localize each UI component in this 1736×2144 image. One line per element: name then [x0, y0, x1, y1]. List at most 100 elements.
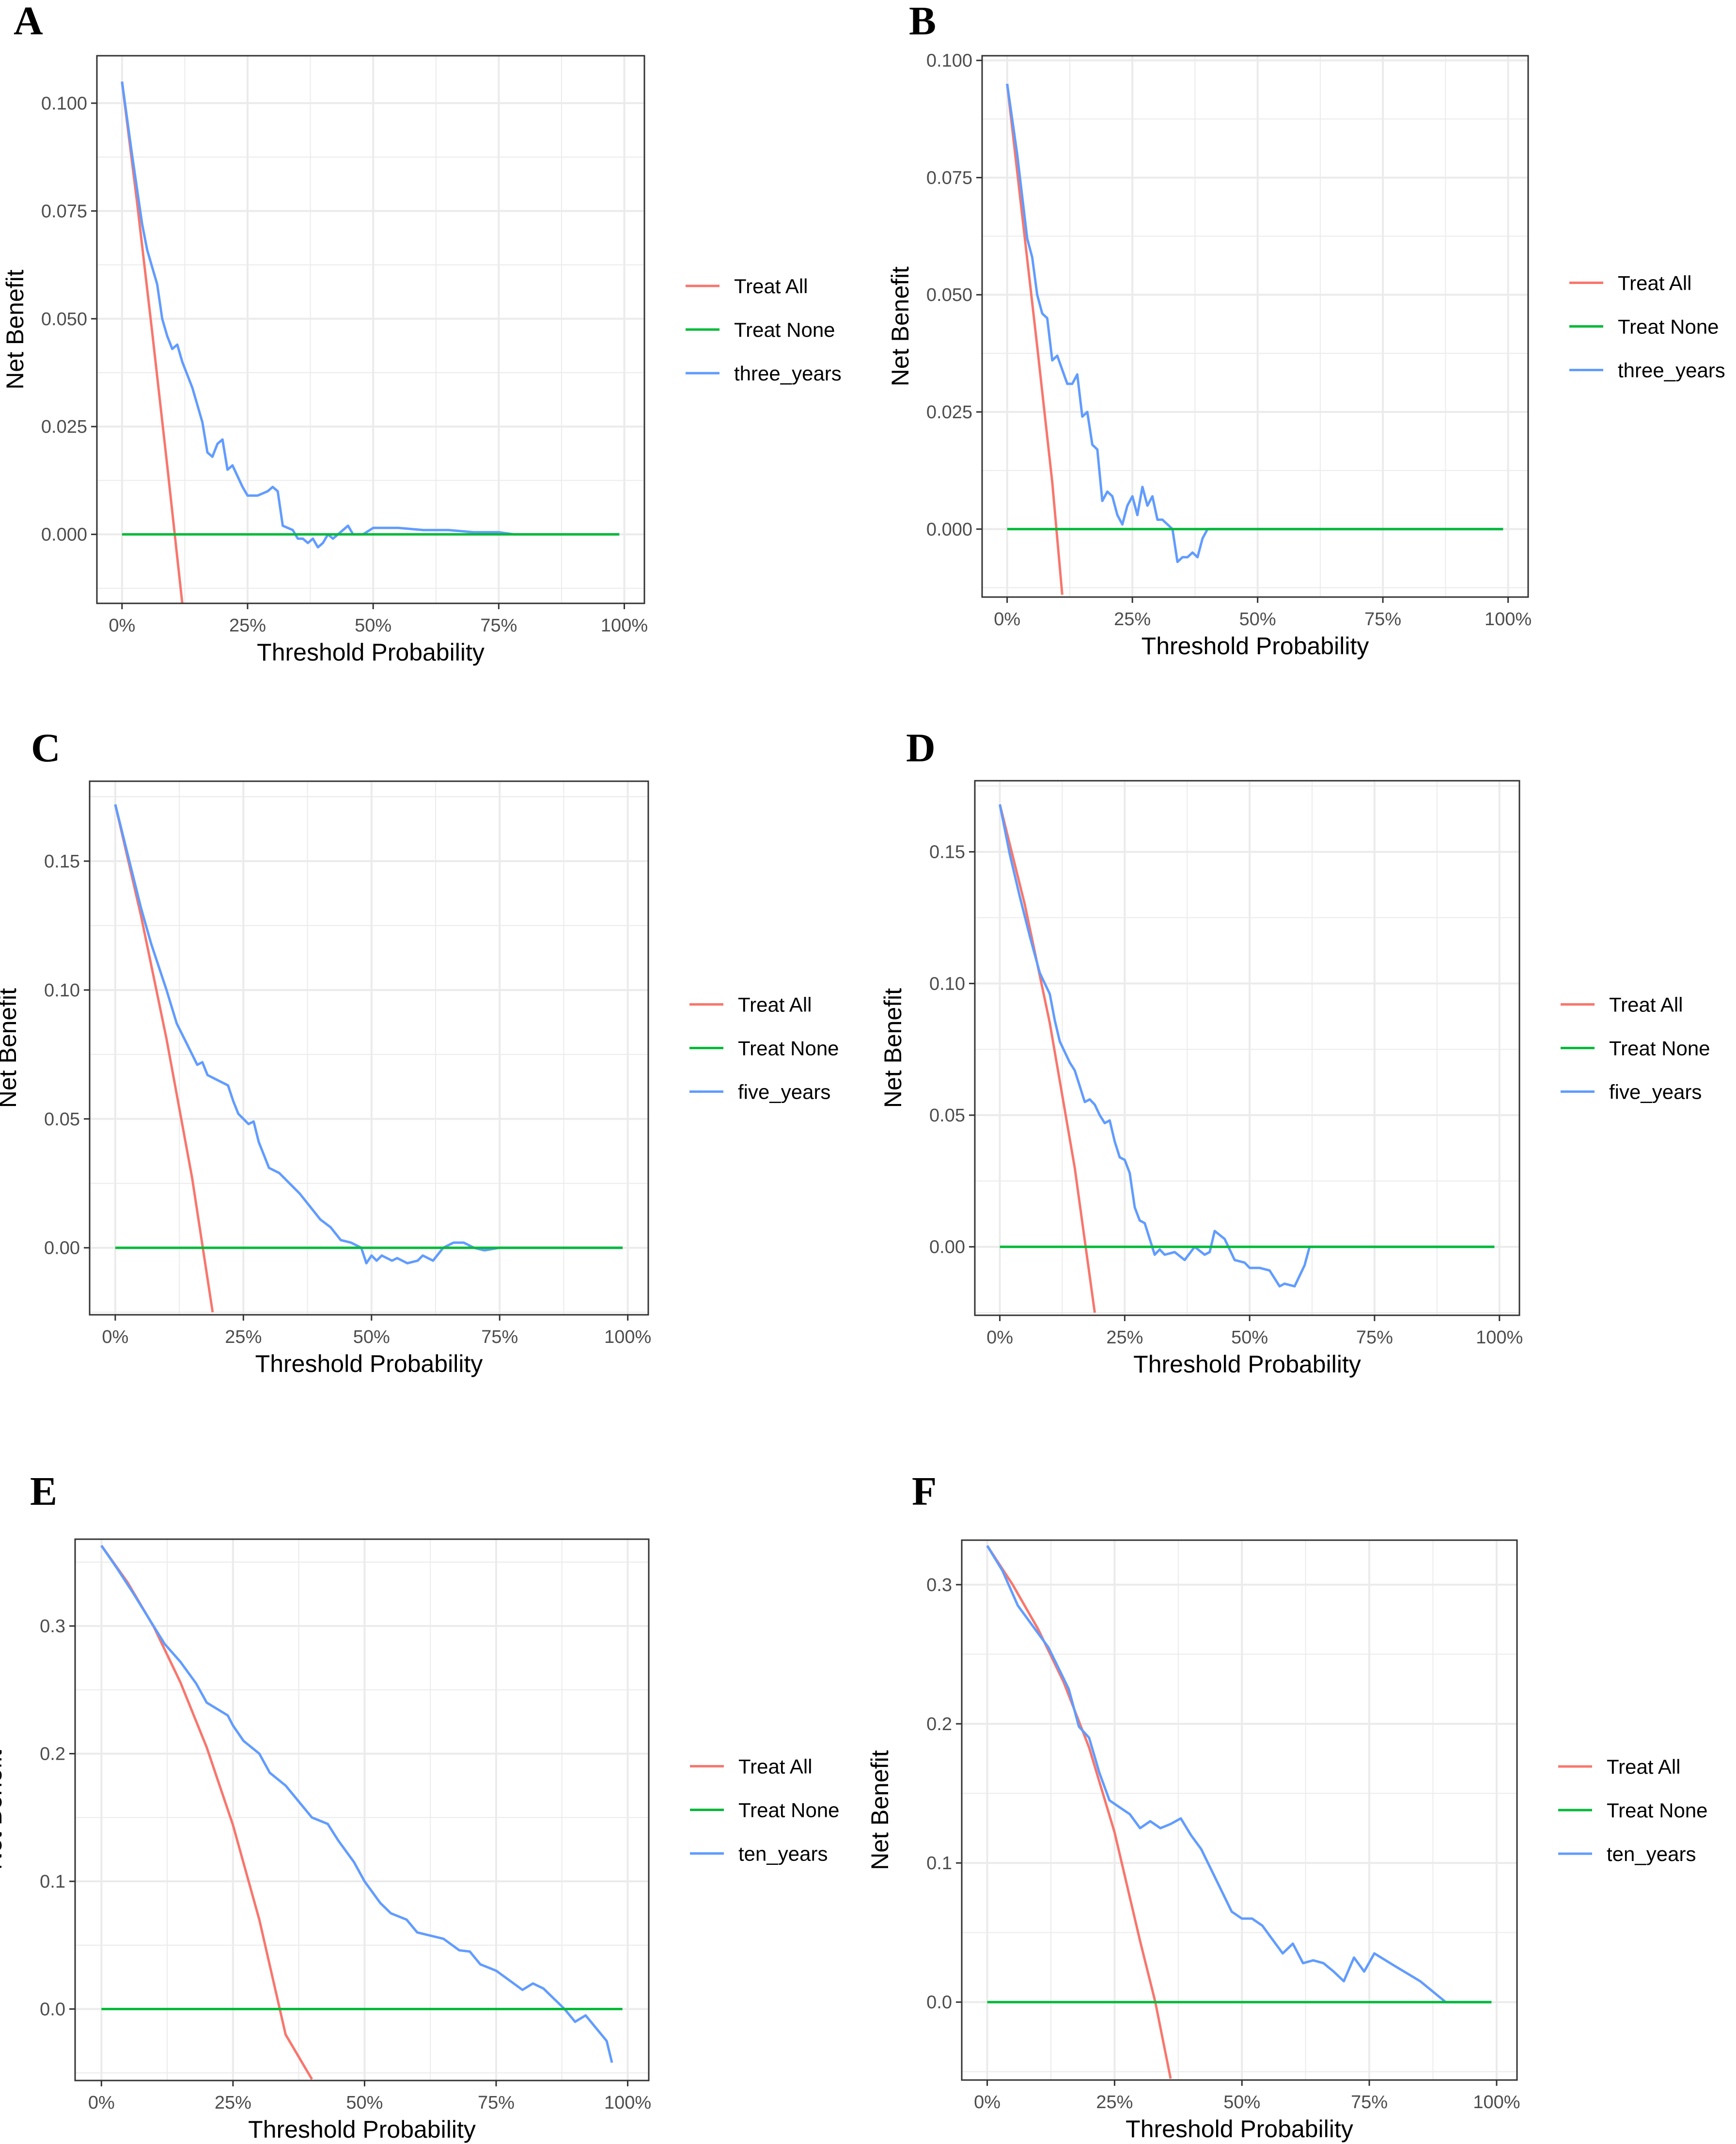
panel-label: E [30, 1469, 58, 1514]
y-tick-label: 0.2 [926, 1714, 952, 1734]
y-tick-label: 0.00 [44, 1238, 80, 1259]
x-tick-label: 50% [355, 615, 391, 636]
series-line-three_years [1006, 83, 1503, 563]
x-tick-label: 25% [1114, 609, 1151, 630]
x-tick-label: 100% [1485, 609, 1532, 630]
legend-label: three_years [1618, 359, 1725, 382]
legend-label: Treat None [1609, 1037, 1710, 1060]
y-tick-label: 0.100 [41, 94, 87, 114]
y-tick-label: 0.05 [929, 1105, 965, 1126]
legend-label: five_years [1609, 1081, 1702, 1104]
plot-border [981, 55, 1529, 598]
y-tick-label: 0.3 [40, 1616, 65, 1637]
y-tick-label: 0.025 [926, 402, 972, 423]
x-tick-label: 25% [1096, 2092, 1133, 2112]
y-axis-title: Net Benefit [1, 269, 29, 389]
series-line-treat-all [986, 1545, 1172, 2079]
panel-label: A [14, 0, 43, 44]
y-tick-label: 0.0 [926, 1992, 952, 2013]
chart-b: 0% 25% 50% 75% 100% 0.000 0.025 0.050 0.075 0.100… [887, 51, 1725, 660]
y-tick-label: 0.10 [929, 974, 965, 994]
x-axis-title: Threshold Probability [257, 639, 485, 666]
y-tick-label: 0.075 [41, 201, 87, 221]
series-line-treat-all [1006, 83, 1063, 595]
x-tick-label: 50% [1223, 2092, 1260, 2112]
x-tick-label: 75% [1364, 609, 1401, 630]
legend-label: Treat All [1607, 1755, 1681, 1778]
x-tick-label: 75% [480, 615, 517, 636]
panel-f: F 0% 25% 50% 75% 100% 0.0 0.1 0.2 0.3 Threshold P… [866, 1429, 1736, 2143]
chart-e: 0% 25% 50% 75% 100% 0.0 0.1 0.2 0.3 Threshold Pro… [0, 1538, 840, 2143]
plot-border [89, 780, 649, 1316]
panel-label: F [912, 1469, 937, 1514]
panel-b: B 0% 25% 50% 75% 100% 0.000 0.025 0.050 0.075 0.1… [868, 0, 1736, 714]
panel-c: C 0% 25% 50% 75% 100% 0.00 0.05 0.10 0.15 Thresho… [0, 714, 868, 1429]
x-tick-label: 100% [1476, 1327, 1523, 1348]
y-tick-label: 0.00 [929, 1237, 965, 1258]
panel-label: C [31, 725, 61, 771]
series-group [986, 1545, 1492, 2079]
chart-f: 0% 25% 50% 75% 100% 0.0 0.1 0.2 0.3 Threshold Pro… [866, 1539, 1708, 2143]
x-tick-label: 50% [1231, 1327, 1268, 1348]
y-tick-label: 0.025 [41, 417, 87, 437]
y-tick-label: 0.0 [40, 1999, 65, 2019]
x-tick-label: 75% [478, 2093, 515, 2113]
x-tick-label: 100% [604, 1327, 651, 1347]
x-tick-label: 75% [1351, 2092, 1388, 2112]
x-tick-label: 100% [1473, 2092, 1520, 2112]
legend-label: Treat All [738, 1755, 813, 1778]
x-tick-label: 25% [225, 1327, 262, 1347]
legend-label: ten_years [738, 1843, 828, 1865]
panel-a: A 0% 25% 50% 75% 100% 0.000 0.025 0.050 0.075 0.1… [0, 0, 868, 714]
series-line-ten_years [100, 1545, 613, 2063]
panel-e: E 0% 25% 50% 75% 100% 0.0 0.1 0.2 0.3 Threshold P… [0, 1429, 868, 2144]
x-tick-label: 50% [1239, 609, 1276, 630]
series-group [1006, 83, 1503, 595]
y-axis-title: Net Benefit [879, 988, 907, 1108]
legend-label: Treat None [738, 1037, 839, 1060]
x-tick-label: 0% [109, 615, 135, 636]
y-tick-label: 0.000 [926, 520, 972, 540]
chart-d: 0% 25% 50% 75% 100% 0.00 0.05 0.10 0.15 Threshold… [879, 780, 1710, 1378]
plot-area [962, 1540, 1517, 2080]
x-tick-label: 0% [986, 1327, 1013, 1348]
y-tick-label: 0.050 [926, 285, 972, 305]
y-axis-title: Net Benefit [887, 267, 914, 386]
legend-label: ten_years [1607, 1843, 1696, 1865]
x-tick-label: 25% [229, 615, 266, 636]
series-line-treat-all [999, 804, 1096, 1313]
x-tick-label: 25% [1106, 1327, 1143, 1348]
series-group [121, 81, 620, 603]
x-tick-label: 0% [994, 609, 1020, 630]
legend-label: Treat None [1607, 1799, 1708, 1822]
x-axis-title: Threshold Probability [1133, 1351, 1361, 1378]
x-tick-label: 75% [481, 1327, 518, 1347]
legend-label: Treat All [738, 993, 812, 1016]
series-line-three_years [121, 81, 620, 549]
panel-label: D [906, 725, 936, 771]
x-tick-label: 0% [102, 1327, 128, 1347]
series-line-five_years [114, 804, 623, 1265]
plot-border [961, 1539, 1518, 2081]
y-tick-label: 0.10 [44, 980, 80, 1001]
plot-area [97, 56, 644, 603]
x-tick-label: 25% [215, 2093, 251, 2113]
x-axis-title: Threshold Probability [1142, 632, 1369, 660]
x-axis-title: Threshold Probability [255, 1350, 483, 1377]
y-tick-label: 0.050 [41, 309, 87, 330]
y-axis-title: Net Benefit [0, 988, 21, 1108]
y-tick-label: 0.075 [926, 168, 972, 188]
plot-area [975, 781, 1519, 1315]
y-tick-label: 0.1 [926, 1853, 952, 1874]
plot-area [75, 1539, 649, 2081]
y-tick-label: 0.05 [44, 1109, 80, 1130]
panel-label: B [909, 0, 937, 44]
plot-border [96, 55, 645, 604]
x-axis-title: Threshold Probability [1126, 2115, 1353, 2143]
y-tick-label: 0.2 [40, 1744, 65, 1765]
legend-label: Treat None [1618, 315, 1719, 338]
x-tick-label: 50% [346, 2093, 383, 2113]
series-line-ten_years [986, 1545, 1492, 2003]
legend-label: Treat All [1609, 993, 1683, 1016]
y-tick-label: 0.1 [40, 1872, 65, 1892]
